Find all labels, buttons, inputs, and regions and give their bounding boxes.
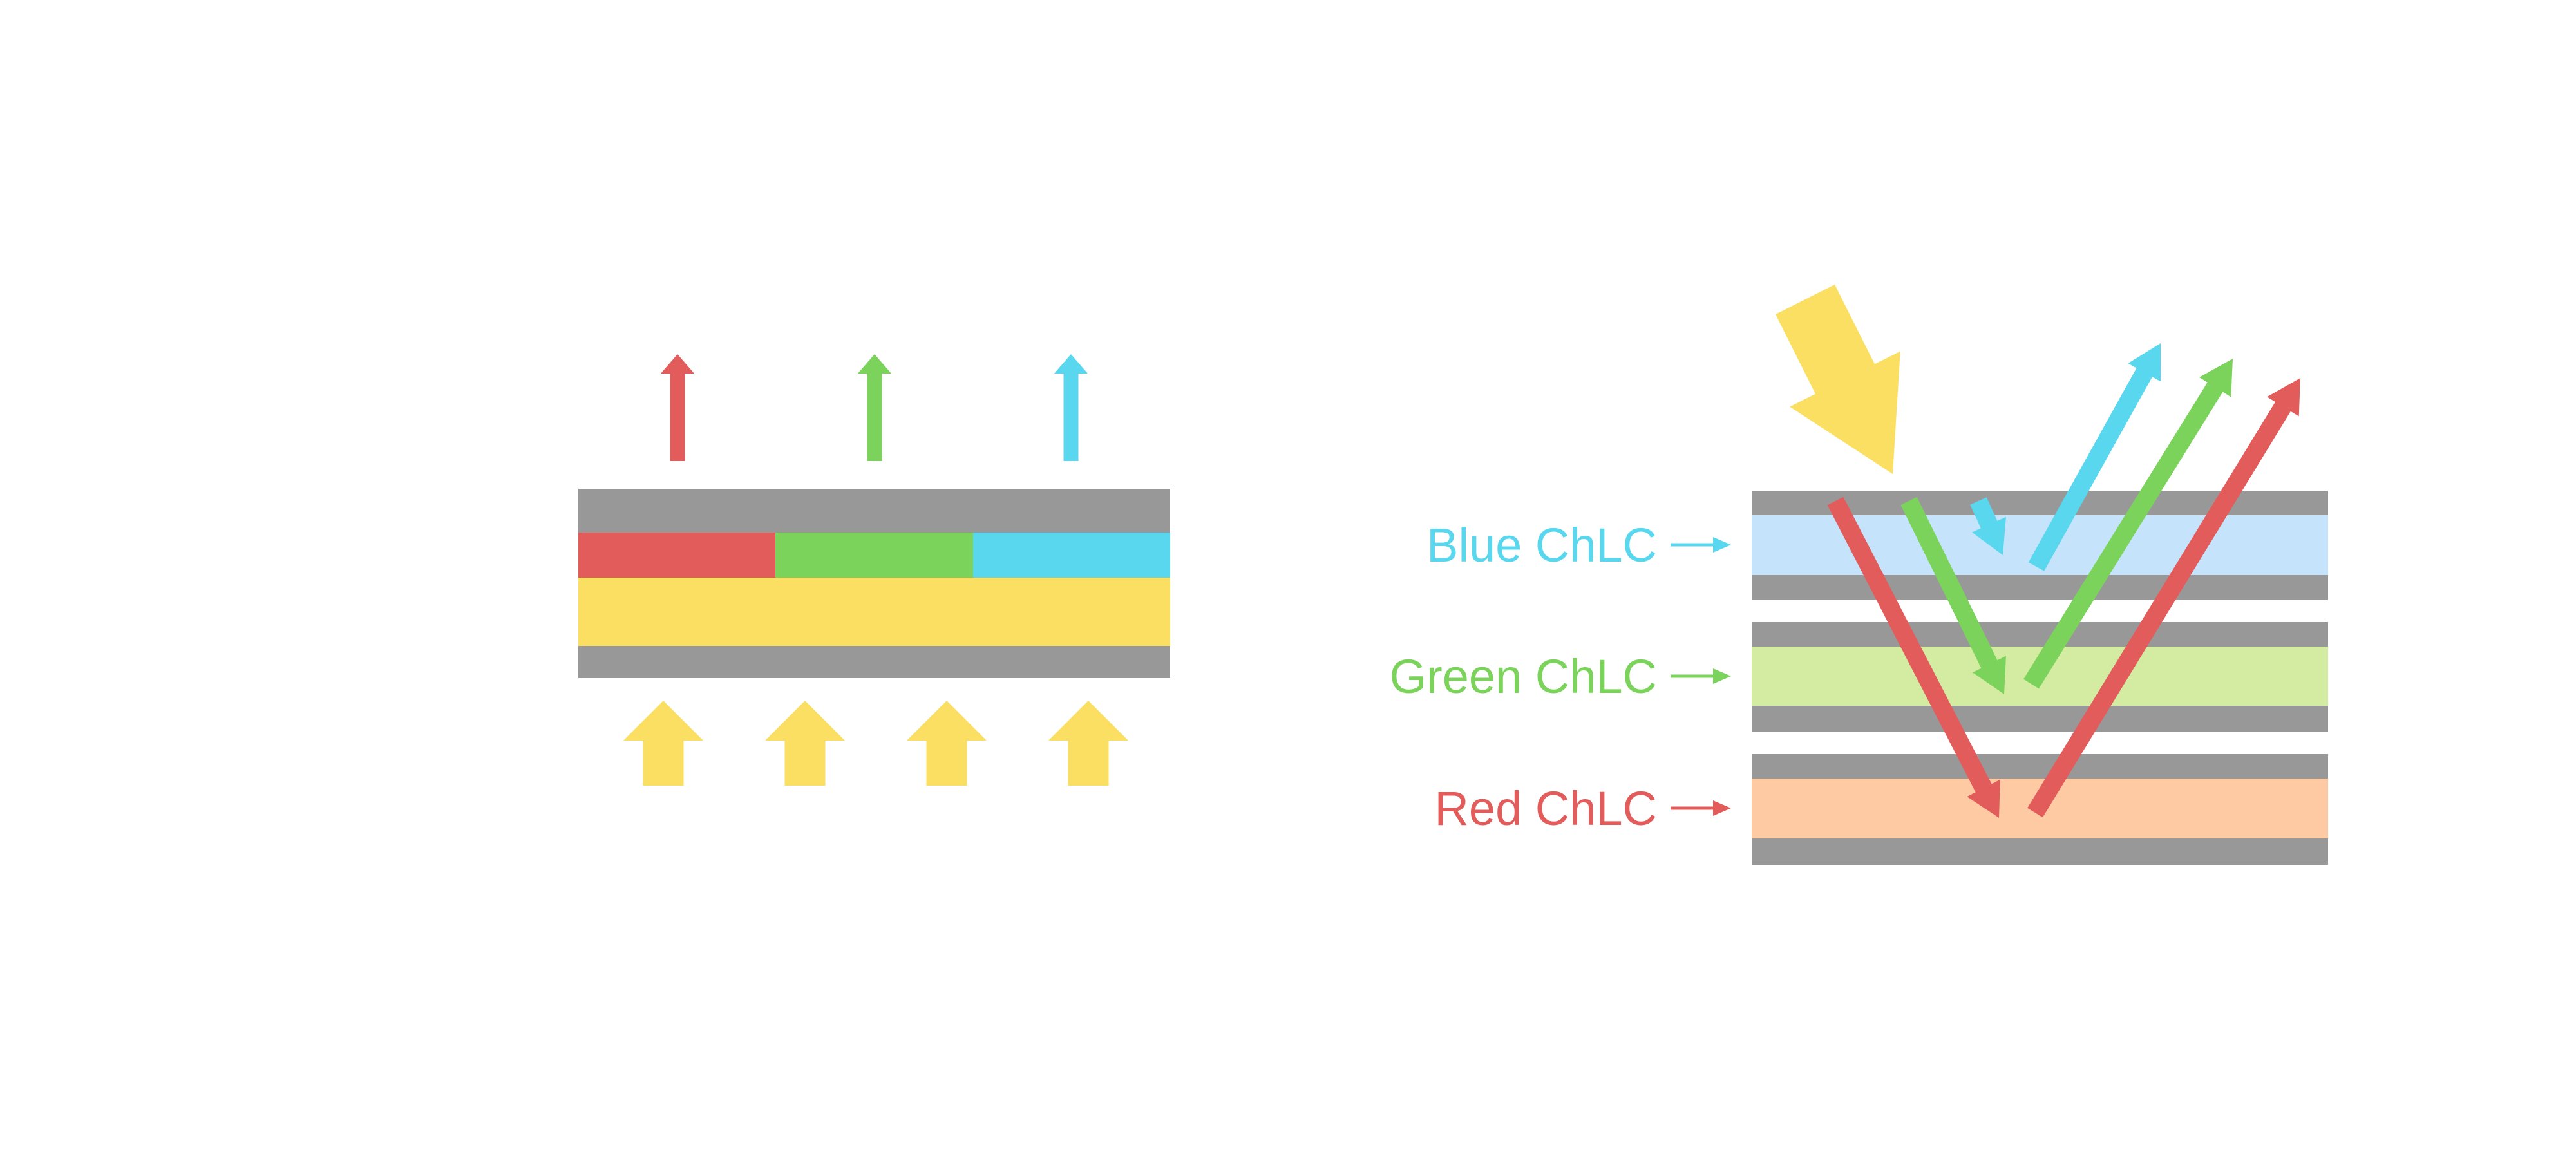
red-chlc-label: Red ChLC bbox=[1434, 782, 1657, 835]
green-ray-incoming bbox=[1900, 497, 2006, 694]
green-unit-bottom-plate bbox=[1752, 706, 2328, 732]
backlight-arrow-3 bbox=[907, 701, 987, 786]
blue-emitted-arrow bbox=[1054, 354, 1088, 461]
backlight-layer bbox=[578, 578, 1170, 646]
backlight-arrow-1 bbox=[623, 701, 703, 786]
green-chlc-label-arrow bbox=[1671, 668, 1731, 684]
emitted-light-arrows bbox=[661, 354, 1088, 461]
red-filter-segment bbox=[578, 533, 775, 578]
red-emitted-arrow bbox=[661, 354, 694, 461]
blue-ray-reflected bbox=[2028, 343, 2161, 571]
red-unit-top-plate bbox=[1752, 754, 2328, 779]
green-chlc-label: Green ChLC bbox=[1390, 650, 1657, 703]
red-ray-reflected bbox=[2027, 378, 2300, 818]
light-ray-arrows bbox=[1827, 343, 2300, 818]
red-unit-bottom-plate bbox=[1752, 838, 2328, 865]
layer-labels: Blue ChLC Green ChLC Red ChLC bbox=[1390, 518, 1731, 835]
red-chlc-label-arrow bbox=[1671, 800, 1731, 816]
left-backlit-display-diagram bbox=[578, 354, 1170, 786]
backlight-arrows bbox=[623, 701, 1128, 786]
blue-unit-bottom-plate bbox=[1752, 575, 2328, 600]
top-plate bbox=[578, 489, 1170, 533]
blue-chlc-label: Blue ChLC bbox=[1426, 518, 1657, 572]
right-chlc-stack-diagram: Blue ChLC Green ChLC Red ChLC bbox=[1390, 284, 2328, 865]
bottom-plate bbox=[578, 646, 1170, 678]
blue-ray-incoming bbox=[1970, 497, 2006, 555]
green-unit-top-plate bbox=[1752, 622, 2328, 647]
green-emitted-arrow bbox=[858, 354, 891, 461]
blue-filter-segment bbox=[973, 533, 1170, 578]
backlight-arrow-2 bbox=[765, 701, 845, 786]
blue-chlc-label-arrow bbox=[1671, 537, 1731, 553]
incident-light-arrow-group bbox=[1776, 284, 1900, 474]
backlight-arrow-4 bbox=[1048, 701, 1128, 786]
green-filter-segment bbox=[775, 533, 973, 578]
incident-light-arrow bbox=[1776, 284, 1900, 474]
red-ray-incoming bbox=[1827, 497, 2000, 818]
left-layer-stack bbox=[578, 489, 1170, 678]
green-ray-reflected bbox=[2023, 359, 2233, 689]
